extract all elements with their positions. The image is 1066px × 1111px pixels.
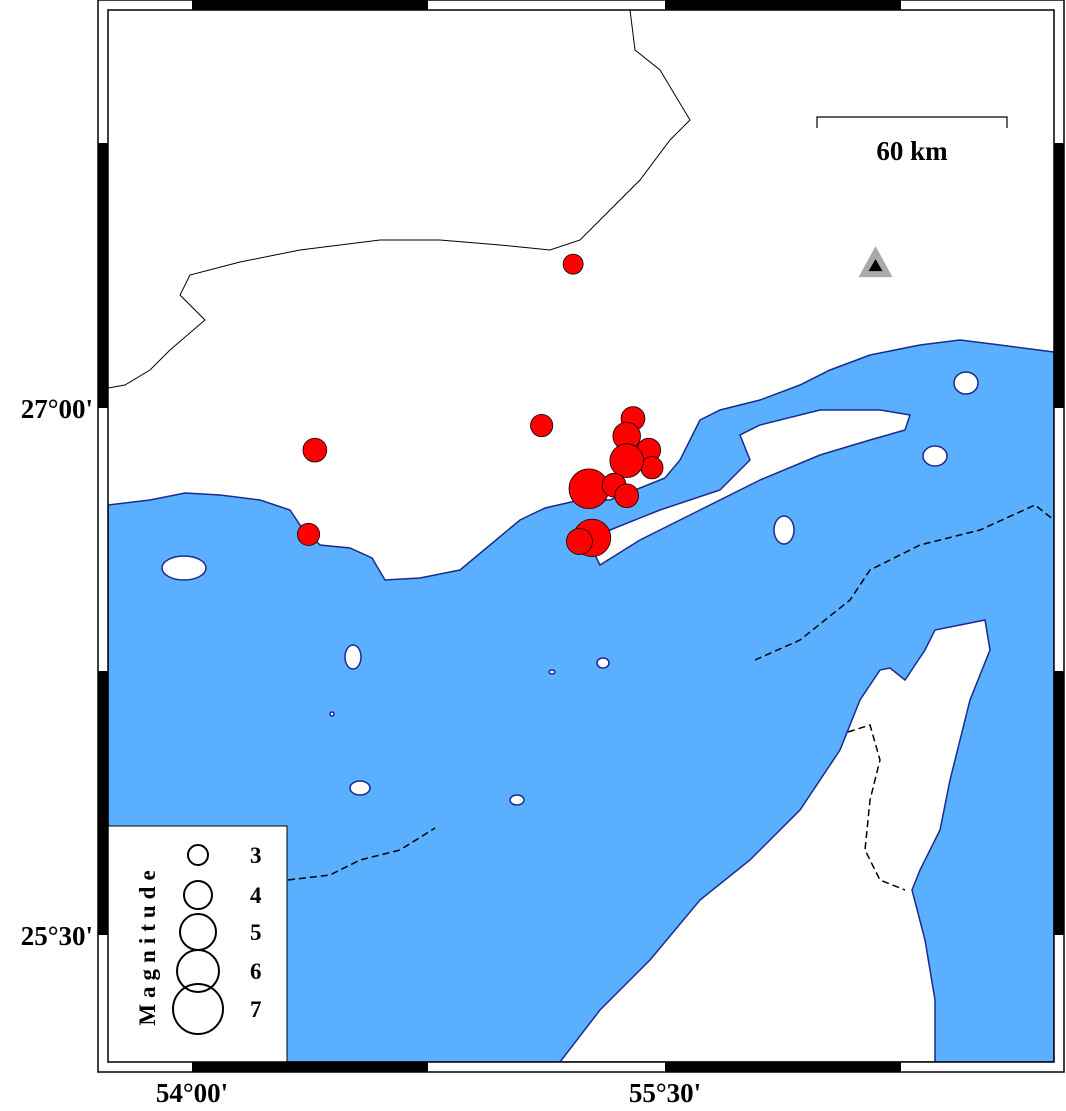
earthquake-event: [562, 253, 584, 275]
station-inner-triangle-icon: [868, 259, 883, 272]
scale-bar: [816, 116, 1008, 128]
uae-oman-land: [559, 619, 991, 1062]
lat-tick-label: 25°30': [21, 921, 93, 951]
legend-circle-icon: [176, 949, 220, 993]
earthquake-event: [640, 456, 664, 480]
earthquake-event: [609, 443, 644, 478]
earthquake-event: [297, 522, 321, 546]
earthquake-events: [297, 253, 664, 558]
small-islands: [161, 371, 979, 806]
lon-tick-label: 54°00': [156, 1078, 228, 1108]
legend-label: 3: [250, 843, 262, 868]
legend-label: 7: [250, 997, 262, 1022]
qeshm-island: [594, 409, 911, 567]
magnitude-legend: Magnitude 3 4 5 6 7: [107, 825, 288, 1063]
legend-label: 6: [250, 959, 262, 984]
province-border: [108, 10, 691, 389]
legend-label: 5: [250, 920, 262, 945]
lon-tick-label: 55°30': [629, 1078, 701, 1108]
earthquake-event: [530, 414, 554, 438]
legend-circle-icon: [183, 880, 213, 910]
legend-title: Magnitude: [135, 864, 160, 1025]
station: [858, 246, 893, 278]
maritime-borders: [287, 504, 1054, 891]
map-frame: [97, 0, 1065, 1073]
legend-circle-icon: [172, 983, 224, 1035]
legend-label: 4: [250, 883, 262, 908]
legend-circle-icon: [187, 844, 209, 866]
earthquake-event: [614, 483, 639, 509]
earthquake-event: [302, 437, 328, 463]
lat-tick-label: 27°00': [21, 394, 93, 424]
scale-bar-label: 60 km: [876, 136, 948, 166]
earthquake-event: [566, 527, 593, 555]
